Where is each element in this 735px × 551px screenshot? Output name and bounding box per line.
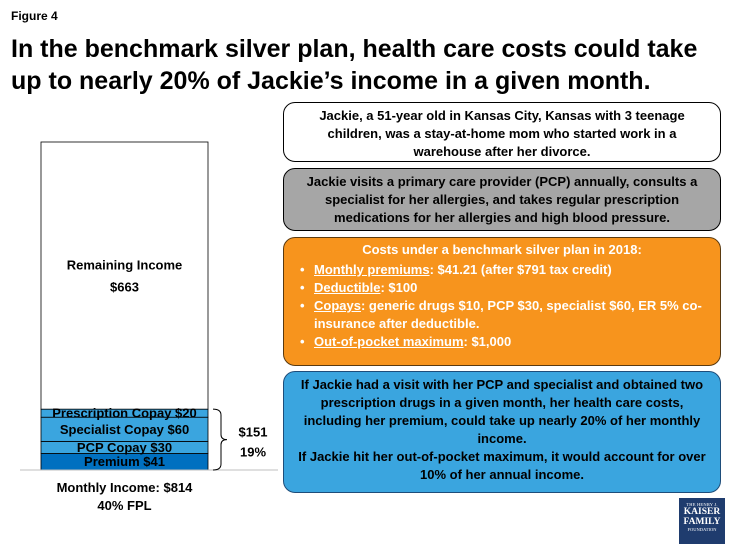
costs-header: Costs under a benchmark silver plan in 2… [362,242,642,257]
segment-label: $663 [110,280,139,295]
cost-detail: : $1,000 [463,334,512,349]
logo-line-3: FOUNDATION [687,527,717,532]
bar-segment-remaining-income [40,141,209,410]
costs-list: Monthly premiums: $41.21 (after $791 tax… [298,261,706,351]
logo-line-1: THE HENRY J. [686,502,718,507]
cost-item-premiums: Monthly premiums: $41.21 (after $791 tax… [300,261,706,279]
segment-label: Remaining Income [67,258,183,273]
cost-term: Monthly premiums [314,262,430,277]
cost-detail: : generic drugs $10, PCP $30, specialist… [314,298,702,331]
scenario-box: If Jackie had a visit with her PCP and s… [283,371,721,493]
segment-label: Premium $41 [84,454,165,469]
segment-label: PCP Copay $30 [77,440,172,455]
cost-item-deductible: Deductible: $100 [300,279,706,297]
cost-bracket [212,408,228,471]
segment-label: Prescription Copay $20 [52,406,197,421]
bracket-total-label: $151 [239,425,268,440]
segment-label: Specialist Copay $60 [60,422,189,437]
cost-item-oop-max: Out-of-pocket maximum: $1,000 [300,333,706,351]
bar-segment-specialist-copay [40,416,209,442]
cost-term: Deductible [314,280,381,295]
cost-term: Out-of-pocket maximum [314,334,464,349]
profile-text: Jackie, a 51-year old in Kansas City, Ka… [319,108,685,159]
cost-detail: : $41.21 (after $791 tax credit) [429,262,612,277]
bracket-percent-label: 19% [240,445,266,460]
x-axis-sublabel: 40% FPL [97,498,151,513]
costs-box: Costs under a benchmark silver plan in 2… [283,237,721,366]
page-title: In the benchmark silver plan, health car… [11,35,698,95]
cost-detail: : $100 [380,280,418,295]
cost-term: Copays [314,298,361,313]
scenario-text-1: If Jackie had a visit with her PCP and s… [300,377,704,446]
usage-text: Jackie visits a primary care provider (P… [306,174,698,225]
cost-item-copays: Copays: generic drugs $10, PCP $30, spec… [300,297,706,333]
x-axis-label: Monthly Income: $814 [57,480,194,495]
kff-logo: THE HENRY J. KAISER FAMILY FOUNDATION [679,498,725,544]
scenario-text-2: If Jackie hit her out-of-pocket maximum,… [298,449,706,482]
profile-box: Jackie, a 51-year old in Kansas City, Ka… [283,102,721,162]
usage-box: Jackie visits a primary care provider (P… [283,168,721,231]
logo-line-2b: FAMILY [683,517,721,527]
logo-line-2a: KAISER [683,507,721,517]
figure-label: Figure 4 [11,9,58,23]
